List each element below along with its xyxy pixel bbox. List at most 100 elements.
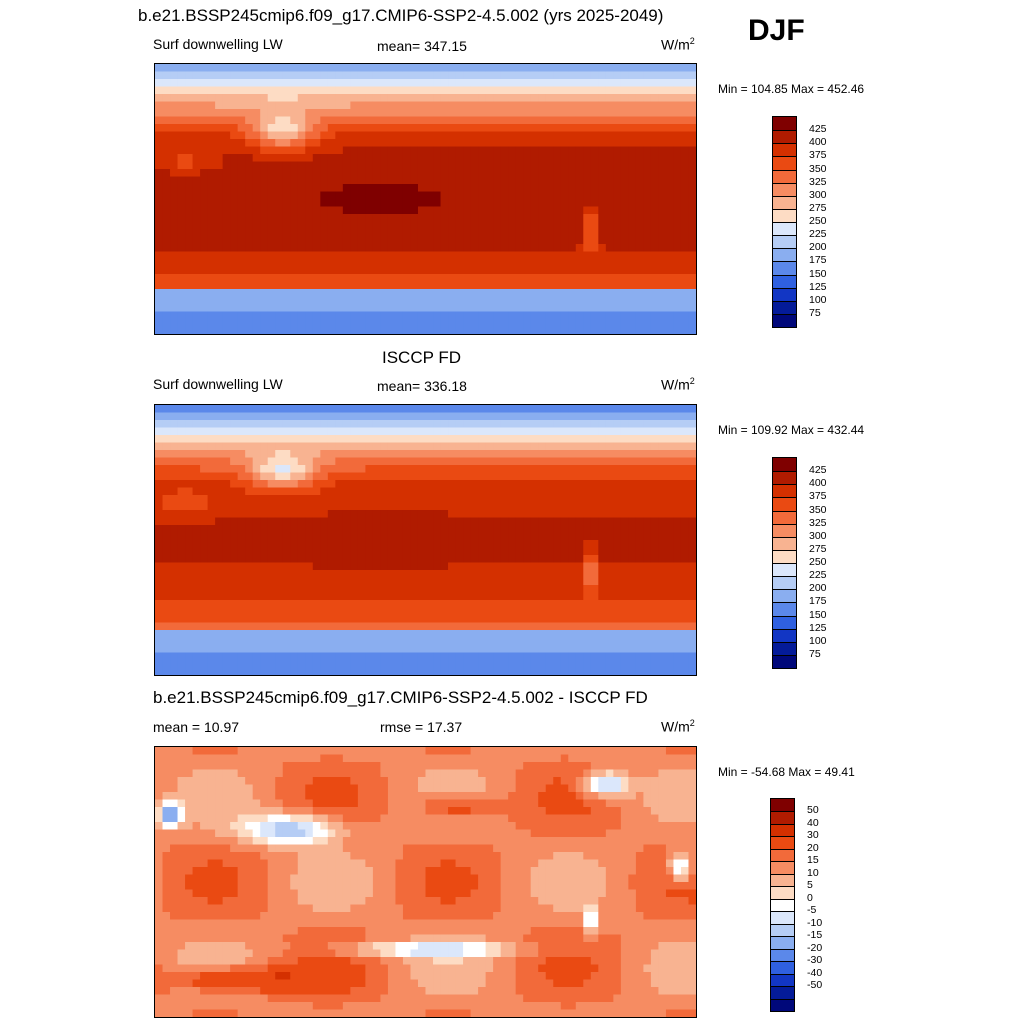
map-cell xyxy=(342,244,351,253)
map-cell xyxy=(500,555,509,564)
map-cell xyxy=(350,236,359,245)
panel2-title: ISCCP FD xyxy=(382,348,462,367)
map-cell xyxy=(440,311,449,320)
map-cell xyxy=(350,139,359,148)
map-cell xyxy=(395,199,404,208)
map-cell xyxy=(500,229,509,238)
map-cell xyxy=(200,326,209,334)
map-cell xyxy=(613,532,622,541)
map-cell xyxy=(590,630,599,639)
map-cell xyxy=(530,154,539,163)
map-cell xyxy=(568,570,577,579)
map-cell xyxy=(440,79,449,88)
map-cell xyxy=(650,319,660,328)
map-cell xyxy=(365,86,374,95)
map-cell xyxy=(417,319,427,328)
map-cell xyxy=(448,622,457,631)
map-cell xyxy=(658,532,667,541)
map-cell xyxy=(297,311,306,320)
map-cell xyxy=(297,645,306,654)
map-cell xyxy=(680,191,690,200)
map-cell xyxy=(297,547,306,556)
map-cell xyxy=(590,229,599,238)
map-cell xyxy=(237,139,246,148)
map-cell xyxy=(688,191,696,200)
map-cell xyxy=(335,169,344,178)
map-cell xyxy=(523,442,532,451)
map-cell xyxy=(680,637,690,646)
map-cell xyxy=(598,229,607,238)
map-cell xyxy=(628,472,637,481)
map-cell xyxy=(575,116,584,125)
map-cell xyxy=(185,191,194,200)
map-cell xyxy=(402,319,412,328)
map-cell xyxy=(598,236,607,245)
map-cell xyxy=(177,645,186,654)
map-cell xyxy=(688,532,696,541)
map-cell xyxy=(605,124,614,133)
map-cell xyxy=(185,525,194,534)
map-cell xyxy=(665,236,675,245)
map-cell xyxy=(560,176,569,185)
map-cell xyxy=(613,517,622,526)
map-cell xyxy=(455,487,464,496)
map-cell xyxy=(440,645,449,654)
map-cell xyxy=(357,435,366,444)
map-cell xyxy=(387,435,397,444)
map-cell xyxy=(417,465,427,474)
map-cell xyxy=(275,600,284,609)
map-cell xyxy=(440,465,449,474)
map-cell xyxy=(380,289,389,298)
map-cell xyxy=(575,266,584,275)
map-cell xyxy=(372,94,382,103)
map-cell xyxy=(485,487,494,496)
map-cell xyxy=(410,311,419,320)
map-cell xyxy=(417,547,427,556)
map-cell xyxy=(613,281,622,290)
map-cell xyxy=(650,442,660,451)
map-cell xyxy=(688,199,696,208)
map-cell xyxy=(515,206,524,215)
map-cell xyxy=(305,184,314,193)
map-cell xyxy=(410,547,419,556)
map-cell xyxy=(425,236,434,245)
map-cell xyxy=(598,510,607,519)
map-cell xyxy=(650,607,660,616)
map-cell xyxy=(628,427,637,436)
map-cell xyxy=(222,555,231,564)
map-cell xyxy=(425,251,434,260)
map-cell xyxy=(417,412,427,421)
map-cell xyxy=(207,109,216,118)
map-cell xyxy=(380,495,389,504)
map-cell xyxy=(575,645,584,654)
map-cell xyxy=(440,540,449,549)
map-cell xyxy=(605,154,614,163)
map-cell xyxy=(387,615,397,624)
map-cell xyxy=(470,442,479,451)
map-cell xyxy=(267,532,276,541)
map-cell xyxy=(508,274,517,283)
map-cell xyxy=(665,585,675,594)
map-cell xyxy=(688,94,696,103)
map-cell xyxy=(282,487,291,496)
map-cell xyxy=(598,139,607,148)
map-cell xyxy=(372,139,382,148)
map-cell xyxy=(177,502,186,511)
map-cell xyxy=(628,289,637,298)
map-cell xyxy=(508,510,517,519)
map-cell xyxy=(162,577,171,586)
map-cell xyxy=(185,585,194,594)
map-cell xyxy=(327,450,336,459)
map-cell xyxy=(583,472,592,481)
map-cell xyxy=(658,184,667,193)
map-cell xyxy=(470,637,479,646)
map-cell xyxy=(305,405,314,414)
map-cell xyxy=(365,615,374,624)
map-cell xyxy=(553,472,562,481)
map-cell xyxy=(680,555,690,564)
map-cell xyxy=(305,472,314,481)
map-cell xyxy=(463,562,472,571)
map-cell xyxy=(327,109,336,118)
map-cell xyxy=(402,161,412,170)
map-cell xyxy=(170,191,179,200)
